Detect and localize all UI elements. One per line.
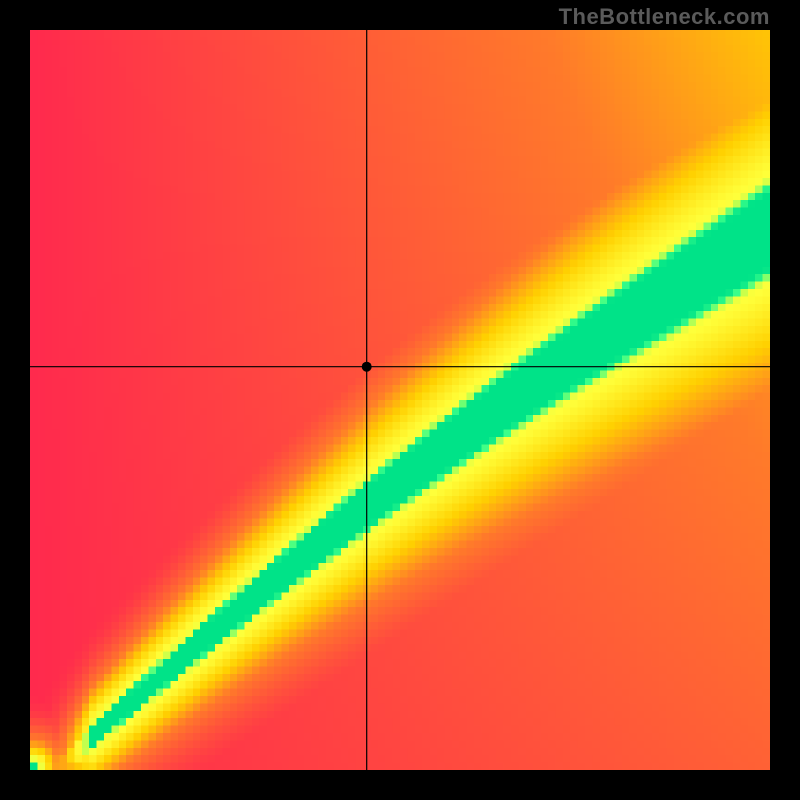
heatmap-plot — [30, 30, 770, 770]
watermark-text: TheBottleneck.com — [559, 4, 770, 30]
heatmap-canvas — [30, 30, 770, 770]
